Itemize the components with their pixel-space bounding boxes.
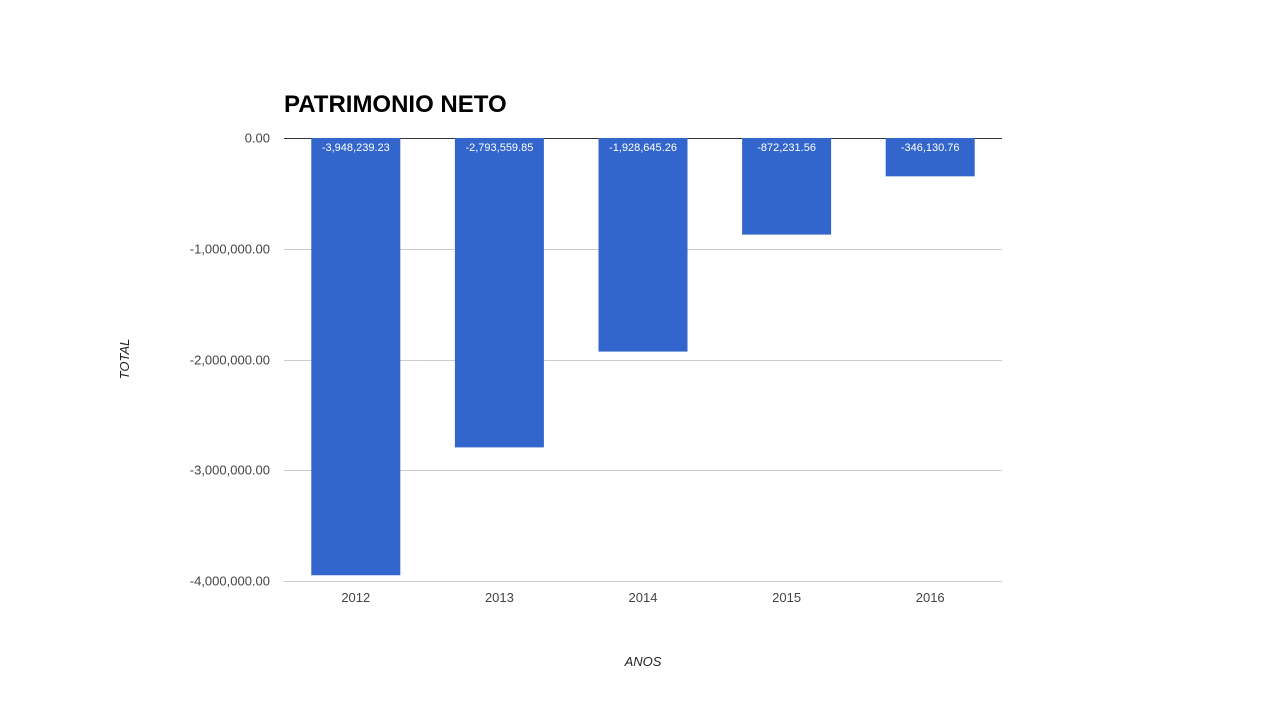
x-axis-title: ANOS: [624, 654, 662, 669]
bar-2012: [311, 138, 401, 576]
data-labels: -3,948,239.23 -2,793,559.85 -1,928,645.26 -…: [322, 142, 960, 154]
x-tick-label: 2013: [485, 590, 514, 605]
x-axis-ticks: 2012 2013 2014 2015 2016: [341, 590, 944, 605]
bar-2015: [742, 138, 832, 235]
y-axis-title: TOTAL: [117, 339, 132, 380]
y-tick-label: -4,000,000.00: [190, 574, 270, 589]
y-tick-label: 0.00: [245, 131, 270, 146]
y-tick-label: -3,000,000.00: [190, 463, 270, 478]
bars: [311, 138, 975, 576]
x-tick-label: 2016: [916, 590, 945, 605]
gridlines: [284, 138, 1002, 582]
data-label: -1,928,645.26: [609, 142, 677, 154]
data-label: -346,130.76: [901, 142, 960, 154]
bar-2013: [454, 138, 544, 448]
data-label: -872,231.56: [757, 142, 816, 154]
bar-2016: [885, 138, 975, 177]
y-tick-label: -2,000,000.00: [190, 353, 270, 368]
x-tick-label: 2015: [772, 590, 801, 605]
data-label: -2,793,559.85: [465, 142, 533, 154]
chart-title: PATRIMONIO NETO: [284, 91, 507, 118]
y-tick-label: -1,000,000.00: [190, 242, 270, 257]
x-tick-label: 2012: [341, 590, 370, 605]
bar-2014: [598, 138, 688, 352]
x-tick-label: 2014: [629, 590, 658, 605]
y-axis-ticks: 0.00 -1,000,000.00 -2,000,000.00 -3,000,000…: [190, 131, 270, 589]
data-label: -3,948,239.23: [322, 142, 390, 154]
